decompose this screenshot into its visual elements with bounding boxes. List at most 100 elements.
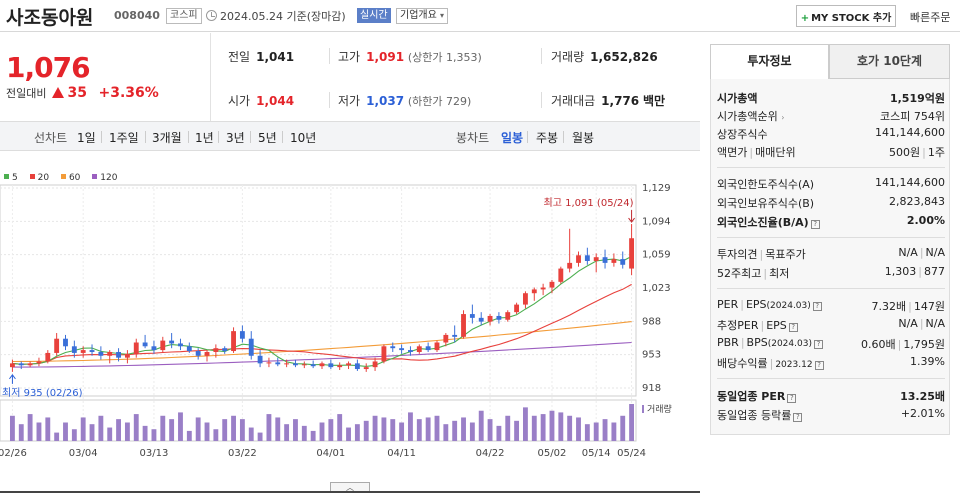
foreign-hold-row: 외국인보유주식수(B) 2,823,843 [717,195,945,210]
y-tick-label: 1,023 [642,283,671,294]
candle-daily[interactable]: 일봉 [501,131,524,145]
investment-panel: 투자정보 호가 10단계 시가총액 1,519억원 시가총액순위 › 코스피 754… [710,44,950,444]
candle-body [531,289,537,294]
change-percent: +3.36% [98,85,159,101]
stock-chart[interactable]: 5 20 60 120 1,129 1,094 1,059 1,023 988 953 91… [0,152,700,500]
help-icon[interactable]: ? [788,323,798,332]
period-3m[interactable]: 3개월 [152,131,182,145]
add-mystock-button[interactable]: + MY STOCK 추가 [796,5,896,27]
pbr-row: PBR | BPS(2024.03)? 0.60배 | 1,795원 [717,336,945,351]
stock-header: 사조동아원 008040 코스피 2024.05.24 기준(장마감) 실시간 … [0,0,960,32]
realtime-button[interactable]: 실시간 [357,8,391,23]
volume-bar [514,420,520,441]
help-icon[interactable]: ? [812,302,822,311]
volume-bar [487,419,493,441]
foreign-limit-row: 외국인한도주식수(A) 141,144,600 [717,176,945,191]
period-1y[interactable]: 1년 [195,131,214,145]
help-icon[interactable]: ? [793,413,803,422]
candle-body [248,338,254,356]
volume-bar [602,419,608,441]
volume-bar [98,415,104,441]
foreign-ratio-row: 외국인소진율(B/A)? 2.00% [717,214,945,229]
period-1d[interactable]: 1일 [77,131,96,145]
period-3y[interactable]: 3년 [226,131,245,145]
company-name: 사조동아원 [6,7,94,29]
candle-monthly[interactable]: 월봉 [572,131,595,145]
corp-info-dropdown[interactable]: 기업개요 ▾ [396,8,449,24]
x-tick-label: 04/22 [476,448,505,459]
52week-row: 52주최고 | 최저 1,303 | 877 [717,265,945,280]
candle-body [602,257,608,263]
max-annotation: 최고 1,091 (05/24) [544,197,634,209]
candle-body [116,351,121,358]
volume-bar [107,427,113,441]
candle-body [124,353,130,358]
candle-weekly[interactable]: 주봉 [536,131,559,145]
market-badge: 코스피 [166,8,202,24]
volume-bar [629,404,635,441]
min-annotation: 최저 935 (02/26) [2,387,83,399]
volume-bar [434,415,440,441]
volume-bar [71,429,77,441]
help-icon[interactable]: ? [813,340,823,349]
volume-legend-label: 거래량 [647,403,672,415]
market-cap-row: 시가총액 1,519억원 [717,92,945,105]
candle-body [178,343,183,347]
candle-body [461,314,466,337]
legend-ma60: 60 [60,173,80,183]
period-5y[interactable]: 5년 [258,131,277,145]
tab-order-book[interactable]: 호가 10단계 [829,44,950,79]
candle-body [222,348,228,352]
candle-body [266,362,272,364]
volume-bar [89,424,95,441]
volume-bar [257,432,263,441]
candle-body [301,364,307,366]
trade-amount: 거래대금 1,776 백만 [551,94,666,108]
candle-body [293,363,298,366]
help-icon[interactable]: ? [814,361,824,370]
chart-controls: 선차트 1일 1주일 3개월 1년 3년 5년 10년 봉차트 일봉 주봉 월봉 [0,121,700,151]
candle-body [408,350,413,352]
volume-bar [328,419,334,441]
x-tick-label: 03/04 [69,448,98,459]
period-1w[interactable]: 1주일 [109,131,139,145]
candle-body [416,346,422,352]
y-tick-label: 988 [642,316,661,327]
volume-bar [390,419,396,441]
volume-bar [469,422,475,441]
period-10y[interactable]: 10년 [290,131,317,145]
volume-bar [540,414,546,441]
price-stats: 전일 1,041 고가 1,091 (상한가 1,353) 거래량 1,652,826… [210,33,700,121]
volume-bar [116,419,121,441]
volume-bar [558,412,564,441]
candle-body [452,334,458,337]
stock-code: 008040 [114,9,160,22]
current-price: 1,076 [6,51,91,84]
volume-bar [381,417,387,441]
chevron-down-icon: ▾ [440,11,445,20]
candle-body [98,351,104,356]
line-chart-label: 선차트 [34,131,68,145]
chart-collapse-handle[interactable]: ︿ [330,482,370,492]
dividend-row: 배당수익률 | 2023.12? 1.39% [717,355,945,370]
help-icon[interactable]: ? [787,394,797,403]
volume-bar [301,425,307,441]
volume-bar [54,432,60,441]
volume-bar [354,424,360,441]
y-tick-label: 1,129 [642,183,671,194]
tab-investment-info[interactable]: 투자정보 [710,44,829,79]
volume-bar [452,420,458,441]
volume-bar [195,417,201,441]
volume-bar [284,424,290,441]
quick-order-link[interactable]: 빠른주문 [910,11,951,24]
chart-bottom-divider [0,491,700,493]
help-icon[interactable]: ? [810,220,820,229]
volume-bar [248,427,254,441]
candle-body [142,342,148,347]
change-label: 전일대비 [6,87,47,100]
y-tick-label: 1,094 [642,216,671,227]
shares-row: 상장주식수 141,144,600 [717,126,945,141]
candle-body [284,363,290,365]
ma5-line [12,255,632,367]
candle-body [310,364,316,367]
